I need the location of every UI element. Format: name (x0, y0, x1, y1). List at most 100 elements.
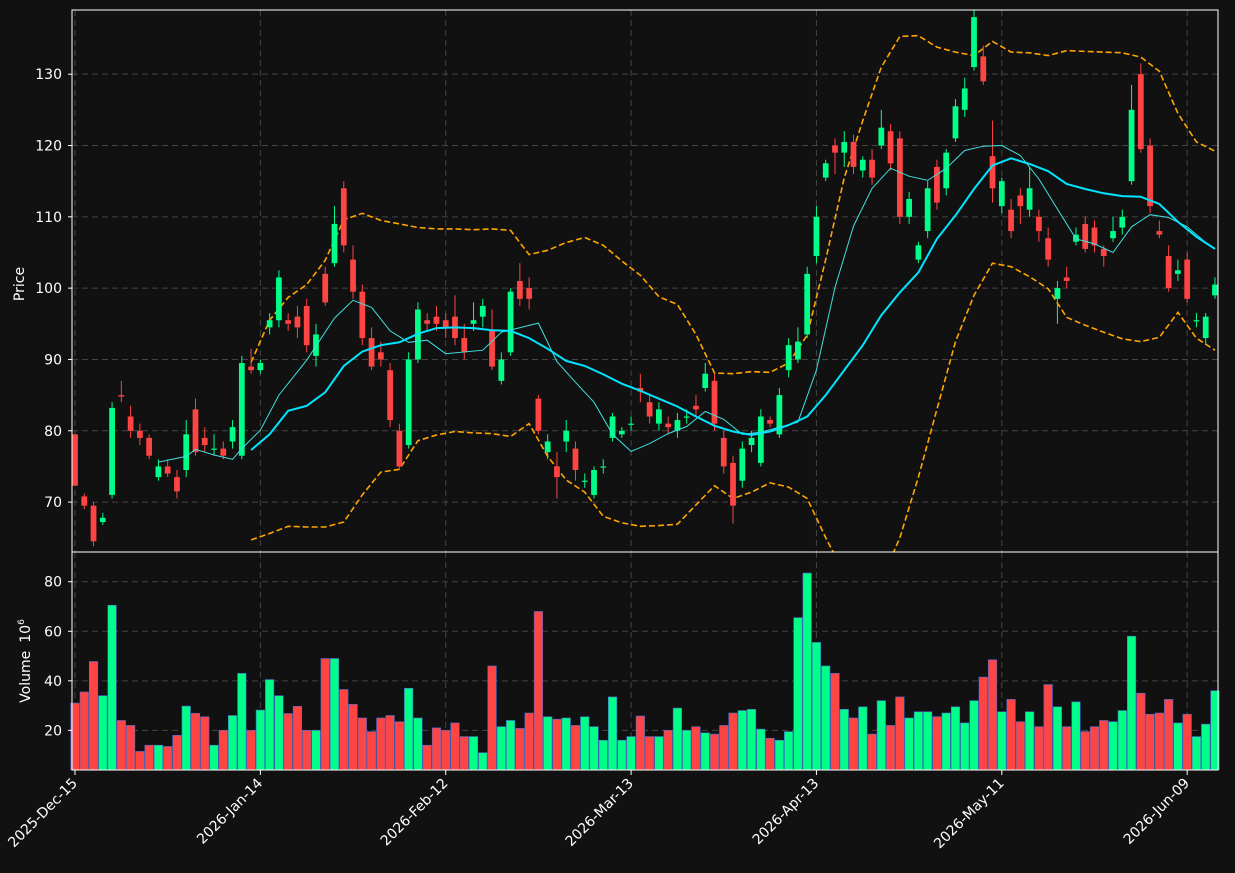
volume-bar (1043, 684, 1053, 771)
volume-bar (617, 739, 627, 771)
candle-body (229, 427, 236, 442)
candle (294, 305, 301, 339)
volume-bar (367, 731, 377, 771)
volume-bar (1191, 736, 1202, 771)
candle (285, 313, 292, 331)
candle-body (554, 466, 560, 478)
candle (998, 177, 1005, 214)
volume-bar (190, 712, 201, 771)
candle (822, 159, 829, 182)
volume-bar (635, 715, 645, 771)
candle-body (822, 163, 829, 178)
volume-bar (598, 739, 608, 771)
candle-body (442, 320, 449, 328)
volume-bar (561, 717, 571, 771)
candle (906, 191, 913, 224)
candle-body (934, 166, 940, 203)
candle-body (461, 338, 468, 353)
candle (1091, 220, 1098, 253)
volume-bar (663, 730, 673, 771)
volume-bar (1089, 726, 1100, 771)
candle (498, 352, 505, 385)
candle-body (859, 159, 866, 171)
volume-bar (654, 736, 664, 771)
candle (961, 77, 968, 117)
volume-bar (302, 730, 312, 771)
candle (229, 420, 236, 449)
candle (238, 355, 245, 460)
candle (1212, 277, 1218, 299)
candle (730, 455, 736, 524)
volume-bar (1145, 713, 1155, 771)
volume-bar (1015, 721, 1025, 771)
volume-bar (283, 713, 293, 771)
candle (720, 430, 727, 474)
candle-body (878, 127, 885, 146)
volume-bar (533, 611, 543, 771)
candle (702, 363, 709, 392)
candle (1156, 220, 1163, 239)
candle (711, 373, 718, 431)
volume-bar (876, 700, 886, 771)
candle-body (211, 448, 217, 450)
candle-body (1212, 284, 1218, 296)
candle-body (1045, 238, 1052, 260)
candle-body (618, 430, 625, 435)
volume-panel: 20 40 60 80 Volume106 (17, 551, 1220, 771)
volume-bar (320, 658, 330, 771)
volume-bar (255, 709, 265, 771)
volume-bars (70, 572, 1220, 771)
candle (489, 309, 495, 371)
candle-body (609, 416, 616, 438)
volume-bar (904, 717, 914, 771)
candle-body (1091, 227, 1098, 246)
candle (276, 270, 282, 328)
candle-body (1110, 231, 1116, 239)
candle-body (730, 462, 736, 506)
candle (804, 266, 811, 339)
candle-body (989, 156, 996, 189)
candle-body (1008, 209, 1014, 232)
volume-bar (570, 725, 581, 771)
candle-body (359, 291, 366, 339)
volume-bar (1182, 713, 1192, 771)
volume-bar (737, 710, 747, 771)
volume-bar (839, 709, 849, 771)
volume-bar (969, 700, 979, 771)
volume-bar (172, 735, 182, 771)
candle-body (350, 259, 356, 292)
volume-bar (960, 722, 970, 771)
candle (1100, 245, 1107, 267)
candle-body (489, 330, 495, 367)
candle (127, 405, 134, 438)
candle (155, 459, 162, 481)
candle-body (1193, 320, 1200, 322)
candle-body (405, 359, 412, 446)
volume-bar (357, 717, 367, 771)
candle-body (1082, 223, 1089, 249)
candle-body (693, 405, 699, 410)
candle-body (257, 363, 264, 371)
candle (1017, 188, 1024, 224)
candle-body (127, 416, 134, 431)
candle-body (192, 409, 199, 453)
volume-bar (580, 716, 590, 771)
candle (266, 313, 273, 335)
candle (674, 412, 681, 438)
volume-bar (886, 725, 896, 771)
volume-bar (478, 752, 488, 771)
volume-bar (1006, 699, 1016, 771)
volume-bar (682, 730, 692, 771)
candle-body (1137, 74, 1144, 150)
volume-bar (181, 705, 191, 771)
candle (869, 149, 875, 185)
candle-body (646, 402, 653, 417)
candle-body (832, 145, 838, 153)
candle-body (591, 469, 597, 495)
candle-body (90, 505, 97, 542)
candle (146, 434, 153, 460)
candle-body (164, 466, 171, 474)
volume-bar (524, 712, 534, 771)
candle-body (220, 448, 227, 456)
volume-tick-label: 60 (44, 624, 62, 640)
